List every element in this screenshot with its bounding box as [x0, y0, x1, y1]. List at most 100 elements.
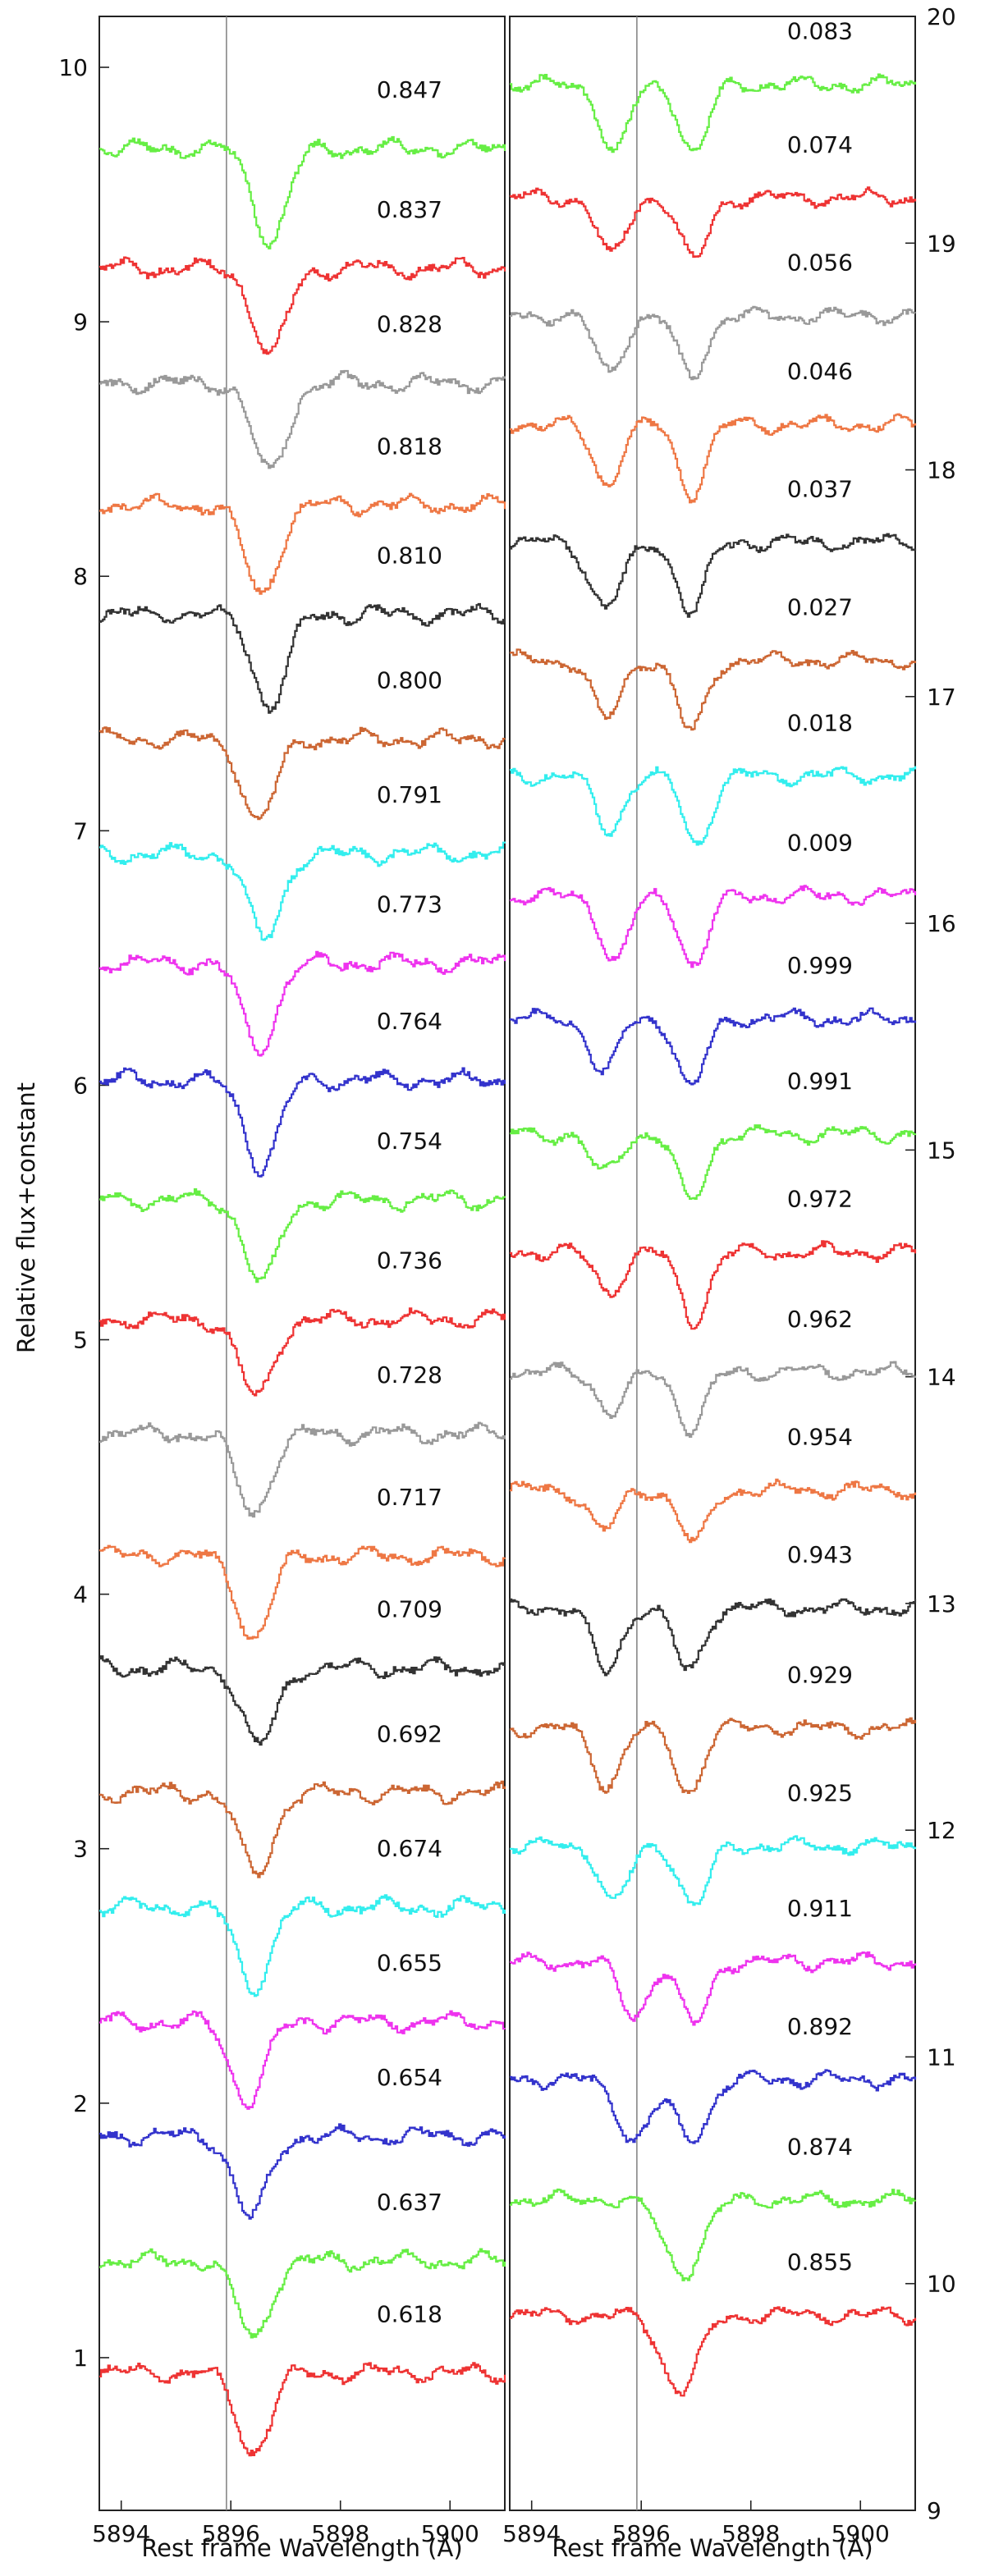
phase-label-left-0-837: 0.837 [377, 196, 442, 223]
right-panel: 5894 5896 5898 5900 9 10 11 12 13 14 15 16 17 18 19 20 0… [502, 3, 956, 2547]
spectrum-left-0-800 [99, 726, 506, 821]
y-tick-label-right-16: 16 [927, 910, 956, 937]
phase-label-right-0-027: 0.027 [787, 593, 853, 620]
x-tick-label-left-5896: 5896 [202, 2520, 260, 2547]
spectrum-right-0-074 [510, 186, 917, 259]
phase-label-left-0-773: 0.773 [377, 891, 442, 918]
spectrum-right-0-855 [510, 2306, 917, 2397]
phase-label-right-0-925: 0.925 [787, 1779, 853, 1806]
spectrum-left-0-674 [99, 1894, 506, 1997]
x-tick-label-right-5894: 5894 [502, 2520, 561, 2547]
x-axis-title-right: Rest frame Wavelength (Å) [552, 2534, 873, 2562]
spectrum-right-0-037 [510, 533, 917, 618]
x-tick-label-right-5898: 5898 [722, 2520, 780, 2547]
spectrum-left-0-837 [99, 256, 506, 355]
phase-label-left-0-692: 0.692 [377, 1720, 442, 1747]
phase-label-left-0-764: 0.764 [377, 1008, 442, 1035]
phase-label-left-0-847: 0.847 [377, 76, 442, 103]
phase-label-right-0-046: 0.046 [787, 358, 853, 385]
plot-frame-left [98, 16, 506, 2511]
y-tick-label-left-5: 5 [73, 1327, 88, 1354]
phase-label-left-0-709: 0.709 [377, 1596, 442, 1623]
y-tick-label-right-10: 10 [927, 2271, 956, 2298]
spectrum-left-0-728 [99, 1421, 506, 1518]
y-tick-label-right-17: 17 [927, 684, 956, 711]
spectrum-left-0-754 [99, 1188, 506, 1283]
phase-label-left-0-637: 0.637 [377, 2189, 442, 2216]
spectrum-right-0-962 [510, 1361, 917, 1438]
phase-label-left-0-728: 0.728 [377, 1361, 442, 1389]
phase-label-right-0-074: 0.074 [787, 131, 853, 158]
y-tick-label-left-6: 6 [73, 1072, 88, 1099]
y-tick-label-left-3: 3 [73, 1836, 88, 1863]
x-axis-title-left: Rest frame Wavelength (Å) [141, 2534, 462, 2562]
y-tick-label-left-7: 7 [73, 817, 88, 844]
phase-label-right-0-929: 0.929 [787, 1662, 853, 1689]
y-tick-label-left-8: 8 [73, 563, 88, 590]
phase-label-left-0-800: 0.800 [377, 667, 442, 694]
phase-label-right-0-954: 0.954 [787, 1424, 853, 1451]
spectrum-right-0-929 [510, 1717, 917, 1794]
phase-label-right-0-018: 0.018 [787, 709, 853, 736]
phase-label-right-0-083: 0.083 [787, 18, 853, 45]
y-tick-label-right-15: 15 [927, 1137, 956, 1164]
x-tick-label-left-5898: 5898 [311, 2520, 369, 2547]
phase-label-right-0-991: 0.991 [787, 1068, 853, 1095]
phase-label-right-0-855: 0.855 [787, 2249, 853, 2276]
phase-label-left-0-674: 0.674 [377, 1835, 442, 1862]
left-panel: 5894 5896 5898 5900 1 2 3 4 5 6 7 8 9 10 0.847 0.837 0.8… [58, 16, 506, 2547]
phase-label-left-0-654: 0.654 [377, 2064, 442, 2091]
phase-label-left-0-828: 0.828 [377, 311, 442, 338]
phase-label-left-0-717: 0.717 [377, 1484, 442, 1511]
y-tick-label-right-14: 14 [927, 1364, 956, 1391]
phase-label-left-0-791: 0.791 [377, 781, 442, 808]
y-tick-label-left-1: 1 [73, 2345, 88, 2372]
phase-label-right-0-999: 0.999 [787, 952, 853, 979]
spectrum-right-0-954 [510, 1478, 917, 1544]
spectrum-left-0-773 [99, 950, 506, 1057]
x-tick-label-left-5900: 5900 [421, 2520, 479, 2547]
phase-label-right-0-874: 0.874 [787, 2133, 853, 2160]
phase-label-right-0-009: 0.009 [787, 830, 853, 857]
spectrum-right-0-999 [510, 1007, 917, 1086]
phase-label-right-0-972: 0.972 [787, 1185, 853, 1212]
spectrum-left-0-717 [99, 1544, 506, 1640]
y-tick-label-right-12: 12 [927, 1817, 956, 1844]
spectrum-left-0-618 [99, 2362, 506, 2457]
phase-label-left-0-818: 0.818 [377, 432, 442, 460]
spectrum-right-0-925 [510, 1835, 917, 1906]
phase-label-right-0-911: 0.911 [787, 1895, 853, 1922]
spectrum-left-0-655 [99, 2010, 506, 2110]
phase-label-right-0-962: 0.962 [787, 1306, 853, 1333]
spectrum-left-0-709 [99, 1655, 506, 1746]
y-tick-label-right-18: 18 [927, 457, 956, 484]
spectrum-left-0-654 [99, 2123, 506, 2220]
y-tick-label-right-9: 9 [927, 2497, 941, 2524]
phase-label-left-0-655: 0.655 [377, 1950, 442, 1977]
x-tick-label-left-5894: 5894 [92, 2520, 150, 2547]
phase-label-left-0-810: 0.810 [377, 542, 442, 570]
spectrum-right-0-018 [510, 766, 917, 846]
phase-label-left-0-736: 0.736 [377, 1247, 442, 1274]
spectrum-right-0-911 [510, 1951, 917, 2026]
spectrum-right-0-027 [510, 648, 917, 731]
plot-frame-right [509, 16, 916, 2511]
spectrum-right-0-972 [510, 1240, 917, 1330]
spectrum-right-0-892 [510, 2069, 917, 2144]
spectrum-right-0-009 [510, 885, 917, 968]
spectrum-left-0-692 [99, 1780, 506, 1878]
spectrum-right-0-991 [510, 1124, 917, 1200]
spectrum-right-0-046 [510, 413, 917, 504]
phase-label-right-0-056: 0.056 [787, 249, 853, 276]
spectrum-left-0-736 [99, 1307, 506, 1397]
y-tick-label-right-11: 11 [927, 2043, 956, 2070]
x-tick-label-right-5900: 5900 [832, 2520, 890, 2547]
spectrum-left-0-764 [99, 1067, 506, 1178]
spectrum-right-0-943 [510, 1598, 917, 1677]
y-tick-label-left-9: 9 [73, 309, 88, 336]
phase-label-left-0-618: 0.618 [377, 2301, 442, 2328]
spectrum-left-0-847 [99, 135, 506, 249]
y-tick-label-left-2: 2 [73, 2090, 88, 2117]
y-tick-label-right-20: 20 [927, 3, 956, 30]
